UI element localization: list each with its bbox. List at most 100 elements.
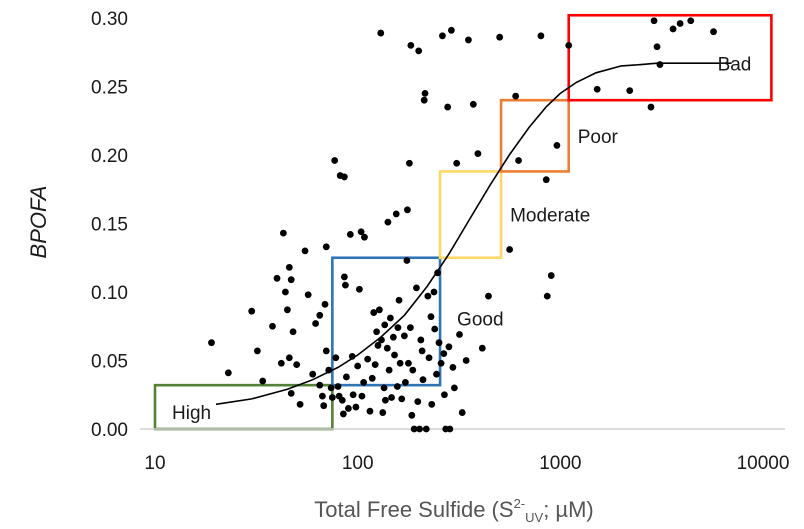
data-point xyxy=(321,300,329,308)
data-point xyxy=(417,336,425,344)
data-point xyxy=(377,29,385,37)
data-points xyxy=(208,17,717,433)
data-point xyxy=(547,272,555,279)
data-point xyxy=(458,409,466,416)
data-point xyxy=(338,396,346,404)
data-point xyxy=(381,396,389,404)
y-axis-title: BPOFA xyxy=(26,186,51,259)
data-point xyxy=(553,142,561,149)
y-tick-label: 0.30 xyxy=(91,9,128,30)
data-point xyxy=(410,425,418,433)
data-point xyxy=(626,87,634,95)
data-point xyxy=(374,342,382,349)
data-point xyxy=(343,373,350,381)
data-point xyxy=(361,233,368,241)
data-point xyxy=(650,17,658,25)
data-point xyxy=(409,366,417,374)
region-label-high: High xyxy=(172,403,211,424)
y-tick-label: 0.15 xyxy=(91,215,128,236)
data-point xyxy=(389,333,397,341)
x-axis-title-subscript: UV xyxy=(525,510,543,525)
data-point xyxy=(383,344,391,352)
data-point xyxy=(368,374,376,382)
data-point xyxy=(446,425,454,433)
data-point xyxy=(474,150,482,158)
data-point xyxy=(346,231,354,238)
data-point xyxy=(334,383,342,390)
data-point xyxy=(403,257,411,264)
data-point xyxy=(414,398,422,405)
data-point xyxy=(433,370,440,378)
data-point xyxy=(420,96,428,104)
data-point xyxy=(392,210,400,218)
data-point xyxy=(354,362,362,370)
data-point xyxy=(394,324,402,332)
data-point xyxy=(277,359,285,367)
data-point xyxy=(653,43,661,51)
x-tick-label: 100 xyxy=(342,453,374,474)
data-point xyxy=(319,392,326,400)
data-point xyxy=(398,395,406,403)
data-point xyxy=(273,274,281,282)
data-point xyxy=(710,28,717,36)
data-point xyxy=(462,357,470,364)
data-point xyxy=(402,379,409,386)
data-point xyxy=(352,403,360,411)
data-point xyxy=(339,410,347,418)
data-point xyxy=(385,366,393,374)
data-point xyxy=(428,400,436,408)
x-axis-title-tail: ; µM) xyxy=(543,497,594,522)
data-point xyxy=(418,347,426,355)
data-point xyxy=(542,176,550,184)
region-box-poor xyxy=(499,98,571,173)
data-point xyxy=(283,306,291,314)
data-point xyxy=(439,32,446,40)
data-point xyxy=(386,314,394,322)
data-point xyxy=(309,370,317,378)
data-point xyxy=(248,307,256,315)
data-point xyxy=(322,243,330,251)
data-point xyxy=(384,218,392,226)
region-label-bad: Bad xyxy=(718,54,752,75)
data-point xyxy=(332,354,340,362)
region-boxes xyxy=(153,13,773,431)
data-point xyxy=(296,400,304,408)
data-point xyxy=(450,384,458,392)
data-point xyxy=(344,405,352,412)
data-point xyxy=(340,273,348,281)
data-point xyxy=(444,103,452,111)
data-point xyxy=(465,36,472,44)
data-point xyxy=(425,354,433,362)
data-point xyxy=(404,206,411,214)
data-point xyxy=(427,313,435,321)
data-point xyxy=(360,379,368,386)
data-point xyxy=(349,391,357,399)
data-point xyxy=(259,377,267,385)
data-point xyxy=(342,281,349,289)
data-point xyxy=(456,331,463,338)
x-axis-title: Total Free Sulfide (S2-UV; µM) xyxy=(314,496,594,525)
data-point xyxy=(285,354,293,362)
data-point xyxy=(408,411,416,419)
data-point xyxy=(289,328,297,336)
y-tick-label: 0.20 xyxy=(91,146,128,167)
y-tick-label: 0.00 xyxy=(91,420,128,441)
data-point xyxy=(512,92,520,100)
data-point xyxy=(669,25,677,33)
region-box-good xyxy=(331,256,442,387)
data-point xyxy=(316,311,324,319)
data-point xyxy=(405,359,412,367)
data-point xyxy=(396,359,404,367)
data-point xyxy=(656,61,664,68)
x-tick-label: 10 xyxy=(144,453,165,474)
data-point xyxy=(445,343,453,351)
data-point xyxy=(375,306,383,314)
data-point xyxy=(407,42,415,49)
data-point xyxy=(406,159,413,167)
data-point xyxy=(328,394,336,401)
data-point xyxy=(676,20,684,27)
data-point xyxy=(421,89,429,97)
x-tick-labels: 10 100 1000 10000 xyxy=(144,453,789,474)
data-point xyxy=(364,355,372,363)
